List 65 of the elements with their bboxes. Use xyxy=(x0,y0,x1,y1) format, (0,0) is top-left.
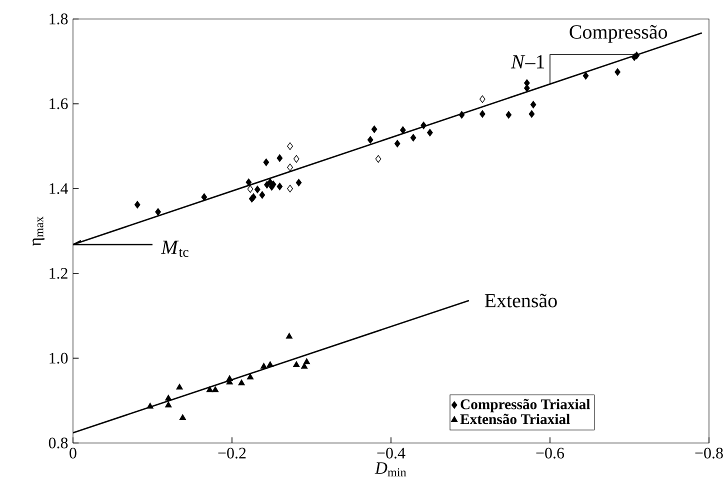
x-tick-label: −0.8 xyxy=(695,448,723,459)
point xyxy=(212,386,219,392)
point xyxy=(634,52,640,60)
x-tick-label: −0.6 xyxy=(536,448,564,459)
point xyxy=(263,158,270,166)
point xyxy=(165,401,172,408)
y-tick-label: 0.8 xyxy=(48,438,68,448)
point xyxy=(259,191,266,199)
x-axis-title: D$_{min}$ xyxy=(374,462,406,476)
x-tick-label: −0.4 xyxy=(377,448,406,459)
y-tick-label: 1.4 xyxy=(50,183,68,194)
point xyxy=(287,184,293,192)
point xyxy=(458,111,465,119)
point xyxy=(394,140,400,148)
point xyxy=(296,178,302,186)
point xyxy=(247,185,254,193)
point xyxy=(246,178,252,186)
point xyxy=(201,193,208,201)
point xyxy=(293,361,300,368)
point xyxy=(155,208,161,216)
point xyxy=(528,110,535,118)
point xyxy=(420,122,427,130)
y-axis-title: η$_{max}$ xyxy=(32,216,44,246)
annotation: Compressão xyxy=(570,25,668,43)
annotation: M$_{tc}$ xyxy=(160,240,188,257)
point xyxy=(146,402,154,409)
annotation: Extensão xyxy=(484,294,557,308)
point xyxy=(179,414,186,420)
point xyxy=(165,394,172,401)
point xyxy=(246,373,254,380)
point xyxy=(371,125,378,134)
point xyxy=(287,142,293,150)
point xyxy=(400,126,406,134)
point xyxy=(276,154,283,162)
legend-label: Extensão Triaxial xyxy=(460,414,570,424)
annotation: N–1 xyxy=(510,55,544,68)
point xyxy=(238,379,245,386)
point xyxy=(375,155,382,163)
point xyxy=(506,111,512,119)
point xyxy=(367,136,374,144)
point xyxy=(614,68,620,76)
y-tick-label: 1.0 xyxy=(50,352,68,364)
point xyxy=(410,134,416,142)
point xyxy=(530,100,536,108)
x-tick-label: −0.2 xyxy=(218,448,246,459)
point xyxy=(293,155,300,163)
point xyxy=(206,386,214,392)
point xyxy=(582,72,589,80)
point xyxy=(276,182,283,190)
point xyxy=(479,110,486,118)
y-tick-label: 1.6 xyxy=(50,98,68,110)
point xyxy=(134,200,140,209)
point xyxy=(287,164,293,172)
x-tick-label: 0 xyxy=(70,448,76,458)
point xyxy=(479,95,486,103)
y-tick-label: 1.2 xyxy=(50,268,68,279)
y-tick-label: 1.8 xyxy=(50,14,68,24)
point xyxy=(286,332,293,339)
legend-label: Compressão Triaxial xyxy=(460,398,590,412)
point xyxy=(266,361,274,368)
point xyxy=(303,358,310,364)
point xyxy=(176,384,183,390)
point xyxy=(260,362,268,369)
point xyxy=(427,128,433,136)
point xyxy=(254,186,260,194)
